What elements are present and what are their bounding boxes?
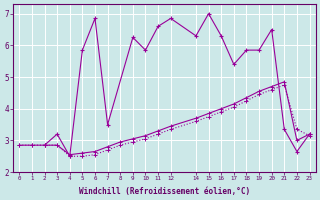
X-axis label: Windchill (Refroidissement éolien,°C): Windchill (Refroidissement éolien,°C) bbox=[79, 187, 250, 196]
